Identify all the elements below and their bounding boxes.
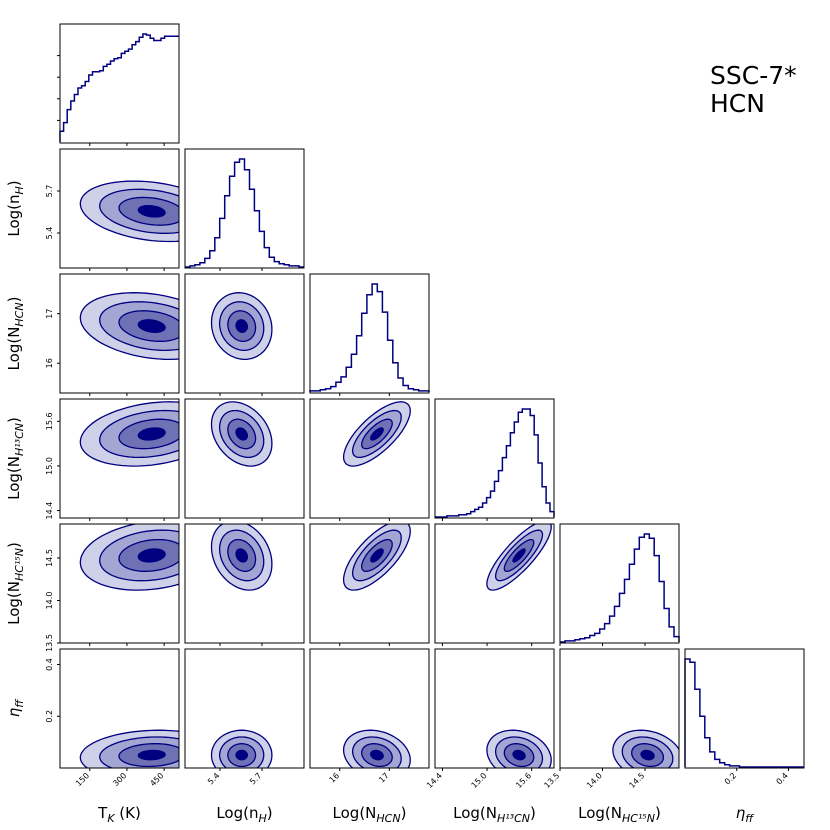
density-contour xyxy=(137,427,166,441)
panel-frame xyxy=(59,273,180,394)
density-contour xyxy=(137,548,166,563)
x-axis-label: Log(nH) xyxy=(216,804,272,825)
marginal-histogram xyxy=(435,408,555,518)
y-tick-label: 5.7 xyxy=(45,185,54,198)
panel-frame xyxy=(434,398,555,519)
y-tick-label: 15.0 xyxy=(45,457,54,475)
panel-frame xyxy=(59,398,180,519)
density-contour xyxy=(235,427,249,441)
y-axis-label: Log(NHC¹⁵N) xyxy=(5,542,26,625)
x-tick-label: 14.0 xyxy=(585,771,604,790)
marginal-histogram xyxy=(684,658,804,768)
panel-frame xyxy=(59,648,180,769)
panel-frame xyxy=(309,523,430,644)
y-axis-label: ηff xyxy=(5,699,26,718)
x-tick-label: 15.6 xyxy=(514,771,533,790)
x-tick-label: 16 xyxy=(328,771,342,785)
density-contour xyxy=(137,319,166,333)
y-tick-label: 16 xyxy=(45,358,54,368)
density-contour xyxy=(370,749,384,761)
y-tick-label: 13.5 xyxy=(45,634,54,652)
panel-frame xyxy=(59,148,180,269)
y-tick-label: 17 xyxy=(45,309,54,319)
density-contour xyxy=(235,319,249,333)
x-tick-label: 300 xyxy=(111,771,128,788)
x-tick-label: 5.4 xyxy=(206,771,221,786)
panel-frame xyxy=(184,148,305,269)
y-axis-label: Log(NH¹³CN) xyxy=(5,417,26,500)
x-tick-label: 17 xyxy=(377,771,391,785)
panel-frame xyxy=(309,273,430,394)
y-tick-label: 15.6 xyxy=(45,412,54,430)
panel-frame xyxy=(184,523,305,644)
density-contour xyxy=(235,749,249,761)
x-tick-label: 13.5 xyxy=(542,771,561,790)
x-tick-label: 150 xyxy=(74,771,91,788)
x-tick-label: 0.2 xyxy=(723,771,738,786)
panel-frame xyxy=(559,648,680,769)
marginal-histogram xyxy=(560,533,680,643)
x-tick-label: 0.4 xyxy=(775,771,790,786)
source-name: SSC-7* xyxy=(710,61,797,90)
y-tick-label: 5.4 xyxy=(45,227,54,240)
x-axis-label: Log(NHC¹⁵N) xyxy=(578,804,661,825)
density-contour xyxy=(640,749,655,761)
y-axis-label: Log(NHCN) xyxy=(5,297,26,371)
y-axis-label: Log(nH) xyxy=(5,180,26,236)
molecule-name: HCN xyxy=(710,89,765,118)
figure-label: SSC-7* HCN xyxy=(710,62,797,118)
x-tick-label: 15.0 xyxy=(470,771,489,790)
x-tick-label: 14.4 xyxy=(425,771,444,790)
y-tick-label: 14.0 xyxy=(45,592,54,610)
y-tick-label: 14.4 xyxy=(45,502,54,520)
density-contour xyxy=(512,548,526,563)
y-tick-label: 0.2 xyxy=(45,710,54,723)
marginal-histogram xyxy=(185,158,304,268)
density-contour xyxy=(370,427,384,441)
density-contour xyxy=(235,548,249,563)
panel-frame xyxy=(434,523,555,644)
density-contour xyxy=(137,204,166,218)
density-contour xyxy=(137,749,166,761)
x-tick-label: 14.5 xyxy=(627,771,646,790)
y-tick-label: 14.5 xyxy=(45,549,54,567)
panel-frame xyxy=(184,398,305,519)
panel-frame xyxy=(559,523,680,644)
marginal-histogram xyxy=(59,33,179,142)
panel-frame xyxy=(184,648,305,769)
panel-frame xyxy=(684,648,805,769)
marginal-histogram xyxy=(309,283,430,392)
panel-frame xyxy=(59,523,180,644)
panel-frame xyxy=(309,398,430,519)
panel-frame xyxy=(59,23,180,144)
panel-frame xyxy=(184,273,305,394)
density-contour xyxy=(512,749,526,761)
x-tick-label: 5.7 xyxy=(248,771,263,786)
x-axis-label: Log(NH¹³CN) xyxy=(453,804,536,825)
panel-frame xyxy=(434,648,555,769)
x-axis-label: Log(NHCN) xyxy=(333,804,407,825)
x-tick-label: 450 xyxy=(148,771,165,788)
x-axis-label: ηff xyxy=(736,804,755,825)
panel-frame xyxy=(309,648,430,769)
x-axis-label: TK (K) xyxy=(97,804,141,825)
density-contour xyxy=(370,548,384,563)
y-tick-label: 0.4 xyxy=(45,658,54,671)
